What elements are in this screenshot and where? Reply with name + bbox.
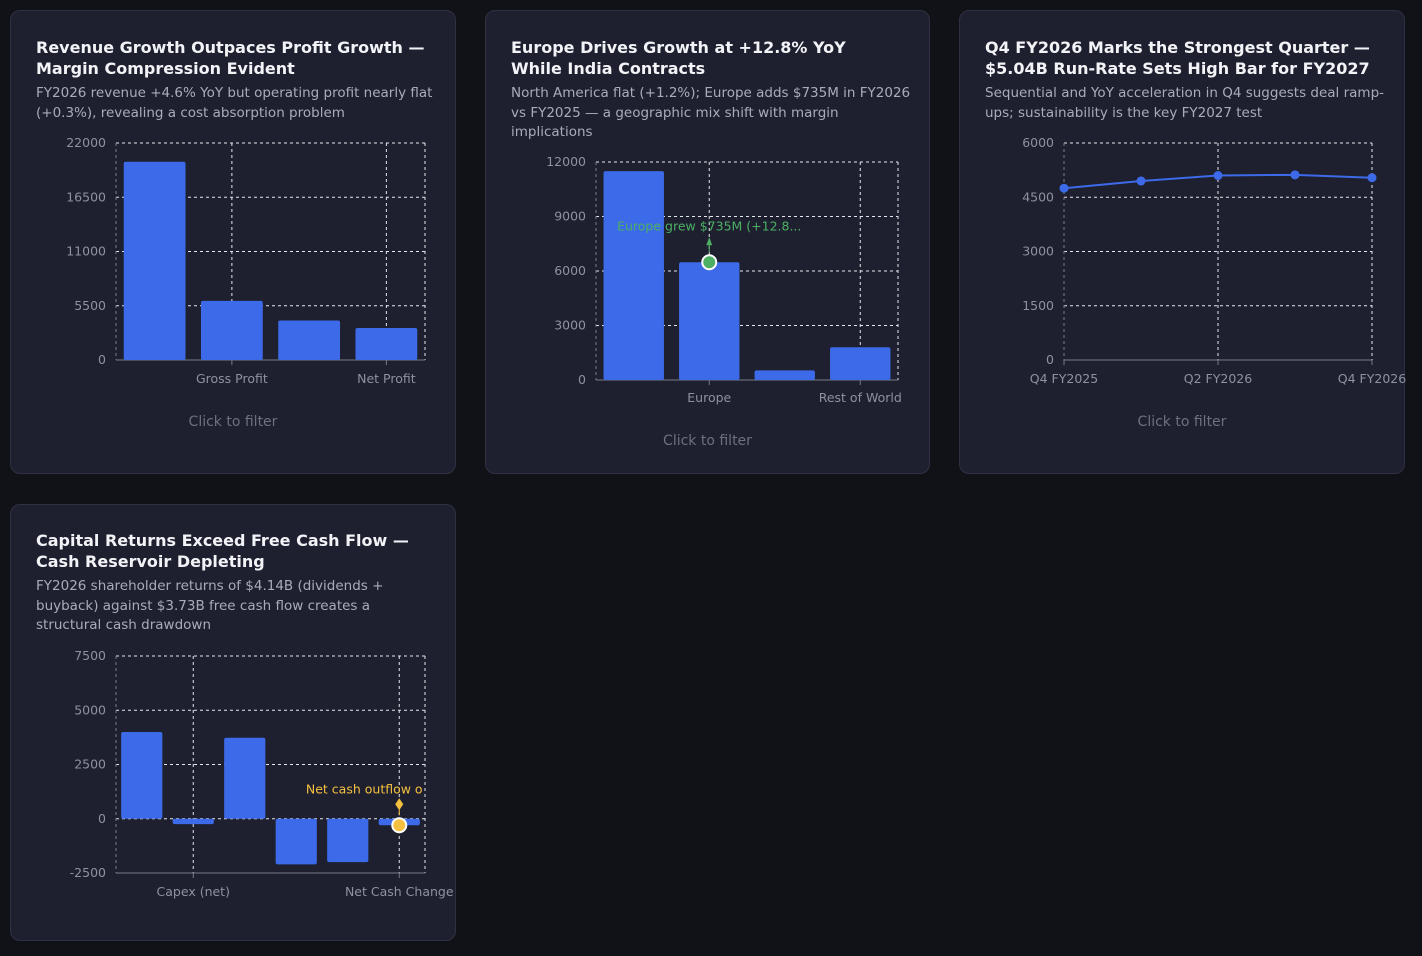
card-subtitle: Sequential and YoY acceleration in Q4 su… <box>985 85 1385 121</box>
bar <box>830 347 891 380</box>
x-tick-label: Net Profit <box>357 371 416 386</box>
chart-card-cash-flow[interactable]: Capital Returns Exceed Free Cash Flow — … <box>10 504 456 941</box>
x-tick-label: Rest of World <box>819 390 902 405</box>
y-tick-label: 0 <box>98 352 106 367</box>
y-tick-label: 0 <box>98 811 106 826</box>
y-tick-label: 11000 <box>66 244 106 259</box>
annotation-arrow <box>706 237 713 246</box>
card-subtitle: FY2026 revenue +4.6% YoY but operating p… <box>36 85 433 121</box>
card-subtitle: FY2026 shareholder returns of $4.14B (di… <box>36 578 384 633</box>
y-tick-label: 6000 <box>1022 135 1054 150</box>
bar <box>278 320 341 360</box>
y-tick-label: 6000 <box>554 263 586 278</box>
annotation-marker <box>395 798 404 811</box>
annotation-label: Net cash outflow o <box>306 781 423 796</box>
line-chart-quarterly[interactable]: 0 1500 3000 4500 6000 Q4 FY2025 Q2 FY2026 Q4 FY… <box>960 11 1406 475</box>
y-tick-label: 5500 <box>74 298 106 313</box>
click-to-filter-hint[interactable]: Click to filter <box>188 414 278 430</box>
card-title: Revenue Growth Outpaces Profit Growth — … <box>36 38 425 78</box>
bar <box>200 300 263 360</box>
bar <box>123 161 186 360</box>
data-point <box>1213 171 1223 181</box>
bar <box>172 818 214 825</box>
y-tick-label: 0 <box>1046 352 1054 367</box>
data-point <box>1290 170 1300 180</box>
annotation-label: Europe grew $735M (+12.8... <box>617 218 801 233</box>
y-tick-label: 5000 <box>74 702 106 717</box>
x-tick-label: Europe <box>687 390 731 405</box>
card-title: Capital Returns Exceed Free Cash Flow — … <box>36 531 409 571</box>
click-to-filter-hint[interactable]: Click to filter <box>663 433 752 449</box>
y-tick-label: 3000 <box>554 318 586 333</box>
bar <box>754 370 815 380</box>
data-point <box>1136 176 1146 186</box>
chart-card-geography[interactable]: Europe Drives Growth at +12.8% YoY While… <box>485 10 930 474</box>
data-point <box>1059 183 1069 193</box>
y-tick-label: 22000 <box>66 135 106 150</box>
bar <box>355 327 418 360</box>
x-tick-label: Gross Profit <box>196 371 268 386</box>
bar-chart-revenue-profit[interactable]: 0 5500 11000 16500 22000 Gross Profit Net Prof… <box>11 11 457 475</box>
bar-chart-geography[interactable]: 0 3000 6000 9000 12000 Europe Rest of World Eur… <box>486 11 931 475</box>
bar <box>275 818 317 865</box>
bar <box>121 731 163 819</box>
annotation-point <box>391 817 408 834</box>
y-tick-label: 1500 <box>1022 298 1054 313</box>
bar <box>603 171 664 380</box>
y-tick-label: 16500 <box>66 189 106 204</box>
card-title: Q4 FY2026 Marks the Strongest Quarter — … <box>985 38 1370 78</box>
card-subtitle: North America flat (+1.2%); Europe adds … <box>511 85 911 140</box>
y-tick-label: 7500 <box>74 648 106 663</box>
card-title: Europe Drives Growth at +12.8% YoY While… <box>511 38 846 78</box>
y-tick-label: 0 <box>578 372 586 387</box>
x-tick-label: Net Cash Change <box>345 884 454 899</box>
y-tick-label: 2500 <box>74 757 106 772</box>
click-to-filter-hint[interactable]: Click to filter <box>1137 414 1227 430</box>
bar <box>679 262 740 380</box>
bar <box>224 737 266 819</box>
y-tick-label: 4500 <box>1022 189 1054 204</box>
x-tick-label: Q4 FY2026 <box>1338 371 1406 386</box>
chart-card-quarterly[interactable]: Q4 FY2026 Marks the Strongest Quarter — … <box>959 10 1406 475</box>
x-tick-label: Q2 FY2026 <box>1184 371 1252 386</box>
annotation-point <box>701 254 718 271</box>
x-tick-label: Capex (net) <box>157 884 230 899</box>
bar <box>327 818 369 863</box>
x-tick-label: Q4 FY2025 <box>1030 371 1098 386</box>
y-tick-label: 3000 <box>1022 244 1054 259</box>
y-tick-label: 9000 <box>554 209 586 224</box>
y-tick-label: 12000 <box>546 154 586 169</box>
bar-chart-cash-flow[interactable]: -2500 0 2500 5000 7500 Capex (net) Net Cash Ch… <box>11 505 457 942</box>
data-point <box>1367 173 1377 183</box>
y-tick-label: -2500 <box>70 865 106 880</box>
chart-card-revenue-profit[interactable]: Revenue Growth Outpaces Profit Growth — … <box>10 10 456 474</box>
